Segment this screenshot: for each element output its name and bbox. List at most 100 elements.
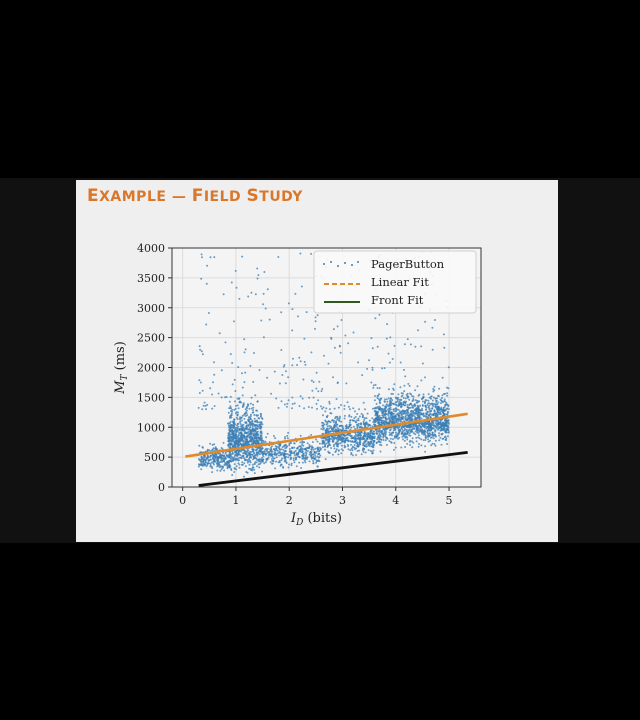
scatter-point — [284, 436, 286, 438]
scatter-point — [400, 395, 403, 398]
scatter-point — [336, 436, 339, 439]
scatter-point — [390, 397, 392, 400]
scatter-point — [238, 453, 241, 456]
scatter-point — [428, 404, 431, 407]
scatter-point — [402, 411, 405, 414]
scatter-point — [433, 409, 436, 412]
scatter-point — [353, 446, 356, 449]
scatter-point — [246, 405, 249, 408]
scatter-point — [379, 450, 382, 453]
scatter-point — [400, 420, 403, 422]
scatter-point — [211, 407, 214, 410]
scatter-point — [401, 428, 404, 431]
scatter-point — [432, 413, 435, 416]
scatter-point — [386, 323, 389, 326]
scatter-point — [365, 443, 368, 446]
scatter-point — [441, 376, 444, 379]
scatter-point — [254, 461, 257, 464]
scatter-point — [248, 432, 251, 435]
scatter-point — [231, 474, 234, 476]
scatter-point — [288, 442, 291, 445]
scatter-point — [408, 398, 411, 401]
scatter-point — [389, 336, 392, 339]
scatter-point — [406, 338, 409, 341]
scatter-point — [209, 458, 212, 461]
axis-ticks: 0 1 2 3 4 5 0 500 1000 1500 2000 2500 3000 3500 4000 — [137, 242, 453, 507]
scatter-point — [377, 434, 380, 437]
scatter-point — [273, 457, 276, 460]
scatter-point — [347, 342, 350, 345]
scatter-point — [379, 435, 382, 438]
scatter-point — [215, 459, 218, 461]
scatter-point — [403, 384, 406, 387]
scatter-point — [358, 415, 361, 418]
scatter-point — [316, 455, 319, 458]
scatter-point — [252, 403, 255, 406]
scatter-point — [319, 447, 322, 450]
fit-lines — [185, 412, 468, 487]
scatter-point — [322, 414, 324, 417]
scatter-point — [397, 396, 399, 399]
scatter-point — [407, 424, 410, 427]
scatter-point — [361, 414, 364, 417]
scatter-point — [286, 402, 289, 405]
scatter-point — [393, 344, 396, 347]
scatter-point — [423, 402, 426, 405]
scatter-point — [250, 469, 253, 472]
scatter-point — [420, 417, 423, 420]
scatter-point — [425, 406, 428, 409]
scatter-point — [430, 436, 432, 439]
scatter-point — [199, 381, 202, 384]
scatter-point — [427, 435, 430, 438]
scatter-point — [378, 408, 381, 411]
scatter-point — [389, 415, 392, 418]
scatter-point — [291, 308, 294, 311]
scatter-point — [402, 438, 404, 441]
scatter-point — [386, 437, 388, 439]
scatter-point — [280, 463, 282, 466]
scatter-point — [441, 394, 444, 397]
scatter-point — [295, 458, 297, 461]
scatter-point — [418, 393, 421, 396]
scatter-point — [439, 436, 442, 439]
scatter-point — [319, 454, 322, 457]
scatter-point — [426, 431, 429, 434]
scatter-point — [340, 452, 343, 455]
scatter-point — [447, 422, 450, 425]
scatter-point — [230, 436, 233, 439]
scatter-point — [419, 409, 422, 412]
scatter-point — [299, 445, 301, 448]
scatter-point — [255, 442, 258, 445]
scatter-point — [420, 345, 423, 348]
scatter-point — [391, 434, 393, 437]
scatter-point — [266, 288, 269, 291]
scatter-point — [205, 408, 207, 411]
scatter-point — [384, 431, 386, 434]
scatter-point — [322, 446, 324, 449]
scatter-point — [261, 423, 264, 426]
scatter-point — [353, 436, 356, 439]
scatter-point — [261, 456, 263, 459]
scatter-point — [198, 379, 201, 382]
x-axis-label: ID (bits) — [290, 511, 342, 528]
scatter-point — [244, 453, 247, 456]
scatter-point — [324, 445, 326, 448]
scatter-point — [292, 457, 295, 460]
scatter-point — [416, 385, 419, 388]
scatter-point — [224, 341, 227, 344]
scatter-point — [252, 438, 255, 441]
scatter-point — [222, 293, 225, 296]
scatter-point — [374, 395, 376, 397]
scatter-point — [227, 445, 230, 448]
scatter-point — [317, 390, 320, 393]
scatter-point — [398, 429, 401, 432]
scatter-point — [406, 431, 409, 434]
scatter-point — [262, 292, 265, 295]
scatter-point — [246, 434, 249, 437]
scatter-point — [379, 424, 381, 426]
scatter-point — [424, 430, 426, 433]
scatter-point — [294, 292, 297, 295]
scatter-point — [381, 422, 384, 425]
scatter-point — [421, 400, 424, 403]
scatter-point — [250, 451, 253, 453]
